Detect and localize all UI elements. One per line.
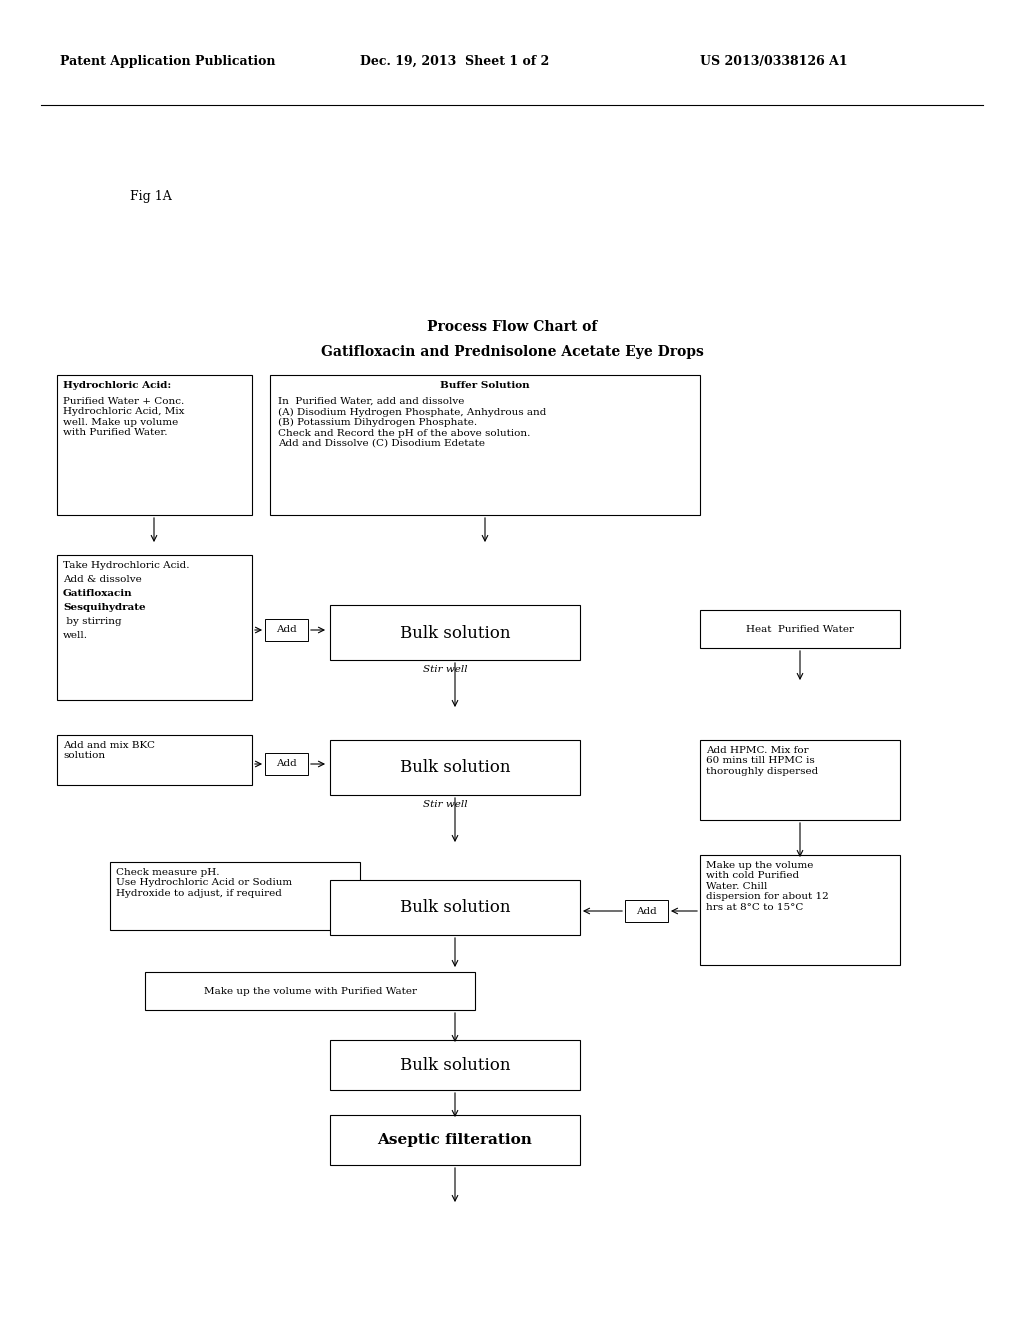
Text: well.: well. — [63, 631, 88, 640]
Text: Sesquihydrate: Sesquihydrate — [63, 603, 145, 612]
Text: Dec. 19, 2013  Sheet 1 of 2: Dec. 19, 2013 Sheet 1 of 2 — [360, 55, 549, 69]
Bar — [110, 862, 360, 931]
Text: Add & dissolve: Add & dissolve — [63, 576, 141, 583]
Bar — [330, 741, 580, 795]
Bar — [700, 855, 900, 965]
Bar — [330, 605, 580, 660]
Text: In  Purified Water, add and dissolve
(A) Disodium Hydrogen Phosphate, Anhydrous : In Purified Water, add and dissolve (A) … — [278, 397, 547, 447]
Text: Add HPMC. Mix for
60 mins till HPMC is
thoroughly dispersed: Add HPMC. Mix for 60 mins till HPMC is t… — [706, 746, 818, 776]
Text: Bulk solution: Bulk solution — [399, 1056, 510, 1073]
Bar — [57, 735, 252, 785]
Bar — [265, 619, 308, 642]
Text: by stirring: by stirring — [63, 616, 122, 626]
Bar — [145, 972, 475, 1010]
Text: Buffer Solution: Buffer Solution — [440, 381, 529, 389]
Text: Check measure pH.
Use Hydrochloric Acid or Sodium
Hydroxide to adjust, if requir: Check measure pH. Use Hydrochloric Acid … — [116, 869, 292, 898]
Text: Stir well: Stir well — [423, 665, 467, 675]
Text: Add: Add — [275, 759, 296, 768]
Text: Make up the volume
with cold Purified
Water. Chill
dispersion for about 12
hrs a: Make up the volume with cold Purified Wa… — [706, 861, 828, 912]
Text: US 2013/0338126 A1: US 2013/0338126 A1 — [700, 55, 848, 69]
Text: Heat  Purified Water: Heat Purified Water — [746, 624, 854, 634]
Bar — [57, 375, 252, 515]
Text: Add and mix BKC
solution: Add and mix BKC solution — [63, 741, 155, 760]
Bar — [700, 741, 900, 820]
Bar — [330, 1040, 580, 1090]
Text: Purified Water + Conc.
Hydrochloric Acid, Mix
well. Make up volume
with Purified: Purified Water + Conc. Hydrochloric Acid… — [63, 397, 184, 437]
Text: Fig 1A: Fig 1A — [130, 190, 172, 203]
Text: Bulk solution: Bulk solution — [399, 759, 510, 776]
Text: Stir well: Stir well — [423, 800, 467, 809]
Bar — [265, 752, 308, 775]
Text: Make up the volume with Purified Water: Make up the volume with Purified Water — [204, 986, 417, 995]
Text: Hydrochloric Acid:: Hydrochloric Acid: — [63, 381, 171, 389]
Text: Bulk solution: Bulk solution — [399, 899, 510, 916]
Text: Add: Add — [636, 907, 656, 916]
Text: Add: Add — [275, 626, 296, 635]
Bar — [270, 375, 700, 515]
Text: Gatifloxacin and Prednisolone Acetate Eye Drops: Gatifloxacin and Prednisolone Acetate Ey… — [321, 345, 703, 359]
Text: Bulk solution: Bulk solution — [399, 624, 510, 642]
Text: Patent Application Publication: Patent Application Publication — [60, 55, 275, 69]
Bar — [330, 1115, 580, 1166]
Text: Aseptic filteration: Aseptic filteration — [378, 1133, 532, 1147]
Bar — [700, 610, 900, 648]
Text: Take Hydrochloric Acid.: Take Hydrochloric Acid. — [63, 561, 189, 570]
Bar — [625, 900, 668, 921]
Text: Process Flow Chart of: Process Flow Chart of — [427, 319, 597, 334]
Bar — [57, 554, 252, 700]
Text: Gatifloxacin: Gatifloxacin — [63, 589, 133, 598]
Bar — [330, 880, 580, 935]
